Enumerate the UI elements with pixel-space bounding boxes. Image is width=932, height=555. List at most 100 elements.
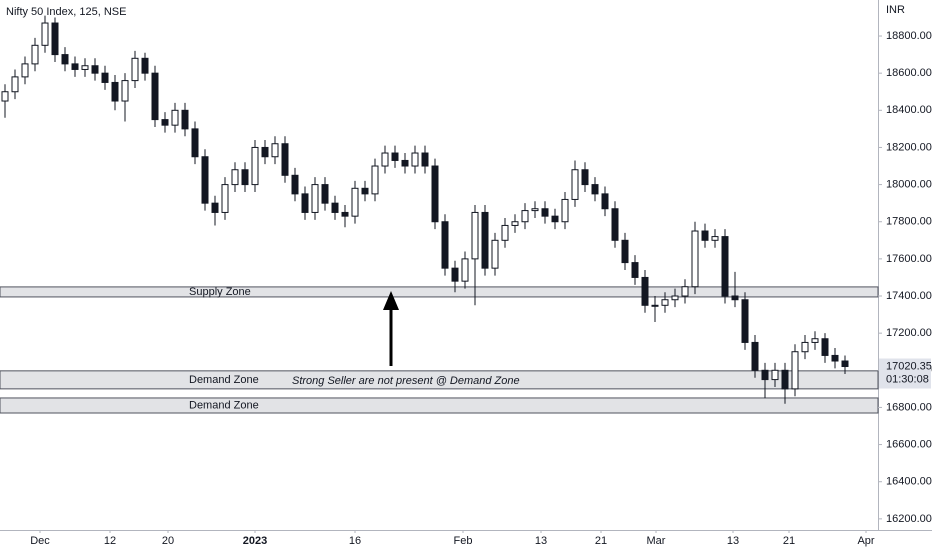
candle-body <box>81 65 89 70</box>
y-tick-label: 18200.00 <box>886 141 932 153</box>
countdown: 01:30:08 <box>886 373 929 385</box>
zone <box>0 397 879 414</box>
candle-body <box>481 211 489 269</box>
y-tick-label: 18000.00 <box>886 178 932 190</box>
candle-body <box>421 152 429 167</box>
candle-body <box>681 286 689 297</box>
candle-body <box>331 202 339 213</box>
y-tick-label: 18800.00 <box>886 30 932 42</box>
candle-body <box>561 198 569 223</box>
x-tick-label: 13 <box>727 535 739 547</box>
y-tick-label: 17400.00 <box>886 290 932 302</box>
y-tick-label: 18600.00 <box>886 67 932 79</box>
arrow-head <box>383 291 399 310</box>
candle-body <box>51 22 59 56</box>
candles <box>1 15 849 404</box>
candle-body <box>131 57 139 82</box>
candle-body <box>711 236 719 241</box>
candle-body <box>341 211 349 217</box>
currency: INR <box>886 4 905 16</box>
x-tick-label: 21 <box>783 535 795 547</box>
candle-body <box>531 208 539 212</box>
candle-body <box>61 54 69 65</box>
candle-body <box>171 109 179 126</box>
candle-body <box>71 63 79 70</box>
x-tick-label: 13 <box>535 535 547 547</box>
candle-body <box>461 258 469 282</box>
arrow <box>383 291 399 366</box>
candle-body <box>241 169 249 186</box>
candle-body <box>801 341 809 353</box>
y-tick-label: 16400.00 <box>886 476 932 488</box>
candle-body <box>521 210 529 223</box>
x-tick-label: Feb <box>454 535 473 547</box>
candle-body <box>501 224 509 241</box>
zones: Supply Zone Demand Zone Demand Zone <box>0 286 879 414</box>
candle-body <box>361 187 369 195</box>
y-tick-label: 16200.00 <box>886 513 932 525</box>
x-tick-label: 12 <box>104 535 116 547</box>
candle-body <box>651 304 659 307</box>
candle-body <box>391 152 399 161</box>
candle-body <box>161 119 169 126</box>
candle-body <box>111 81 119 102</box>
zone-label: Supply Zone <box>189 286 251 298</box>
candle-body <box>781 369 789 390</box>
candle-body <box>721 236 729 297</box>
candle-body <box>221 184 229 213</box>
candle-body <box>31 44 39 65</box>
y-tick-label: 16800.00 <box>886 401 932 413</box>
candle-body <box>441 221 449 269</box>
candle-body <box>101 72 109 83</box>
x-tick-label: 20 <box>162 535 174 547</box>
candle-body <box>371 165 379 195</box>
candle-body <box>751 341 759 371</box>
candle-body <box>491 239 499 269</box>
candle-body <box>381 152 389 167</box>
candle-body <box>141 57 149 74</box>
candle-body <box>271 143 279 158</box>
candle-body <box>511 221 519 226</box>
y-tick-label: 17600.00 <box>886 253 932 265</box>
candle-body <box>701 230 709 241</box>
candle-body <box>211 202 219 213</box>
y-tick-label: 16600.00 <box>886 438 932 450</box>
candle-body <box>611 208 619 241</box>
candle-body <box>821 338 829 356</box>
candle-body <box>451 267 459 282</box>
candle-body <box>641 276 649 306</box>
candle-body <box>231 169 239 186</box>
candle-body <box>581 169 589 186</box>
candle-body <box>571 169 579 200</box>
candle-body <box>91 65 99 74</box>
candle-body <box>121 80 129 102</box>
candle-body <box>601 193 609 210</box>
annotation: Strong Seller are not present @ Demand Z… <box>292 375 520 387</box>
y-tick-label: 17800.00 <box>886 216 932 228</box>
candle-body <box>1 91 9 102</box>
candle-body <box>251 146 259 186</box>
candle-body <box>291 174 299 195</box>
candle-body <box>831 354 839 362</box>
candle-body <box>21 63 29 78</box>
candle-body <box>471 211 479 260</box>
zone <box>0 286 879 298</box>
candle-body <box>151 72 159 121</box>
zone-label: Demand Zone <box>189 399 259 411</box>
chart-title: Nifty 50 Index, 125, NSE <box>6 6 126 18</box>
candle-body <box>541 208 549 217</box>
candle-body <box>771 369 779 381</box>
y-tick-label: 18400.00 <box>886 104 932 116</box>
candle-body <box>311 184 319 213</box>
candle-body <box>181 109 189 130</box>
candle-body <box>191 128 199 158</box>
candle-body <box>551 215 559 223</box>
candle-body <box>621 239 629 264</box>
x-tick-label: Dec <box>30 535 50 547</box>
candle-body <box>761 369 769 381</box>
candle-body <box>841 360 849 368</box>
candle-body <box>201 156 209 204</box>
x-tick-label: 16 <box>349 535 361 547</box>
candle-body <box>11 76 19 93</box>
